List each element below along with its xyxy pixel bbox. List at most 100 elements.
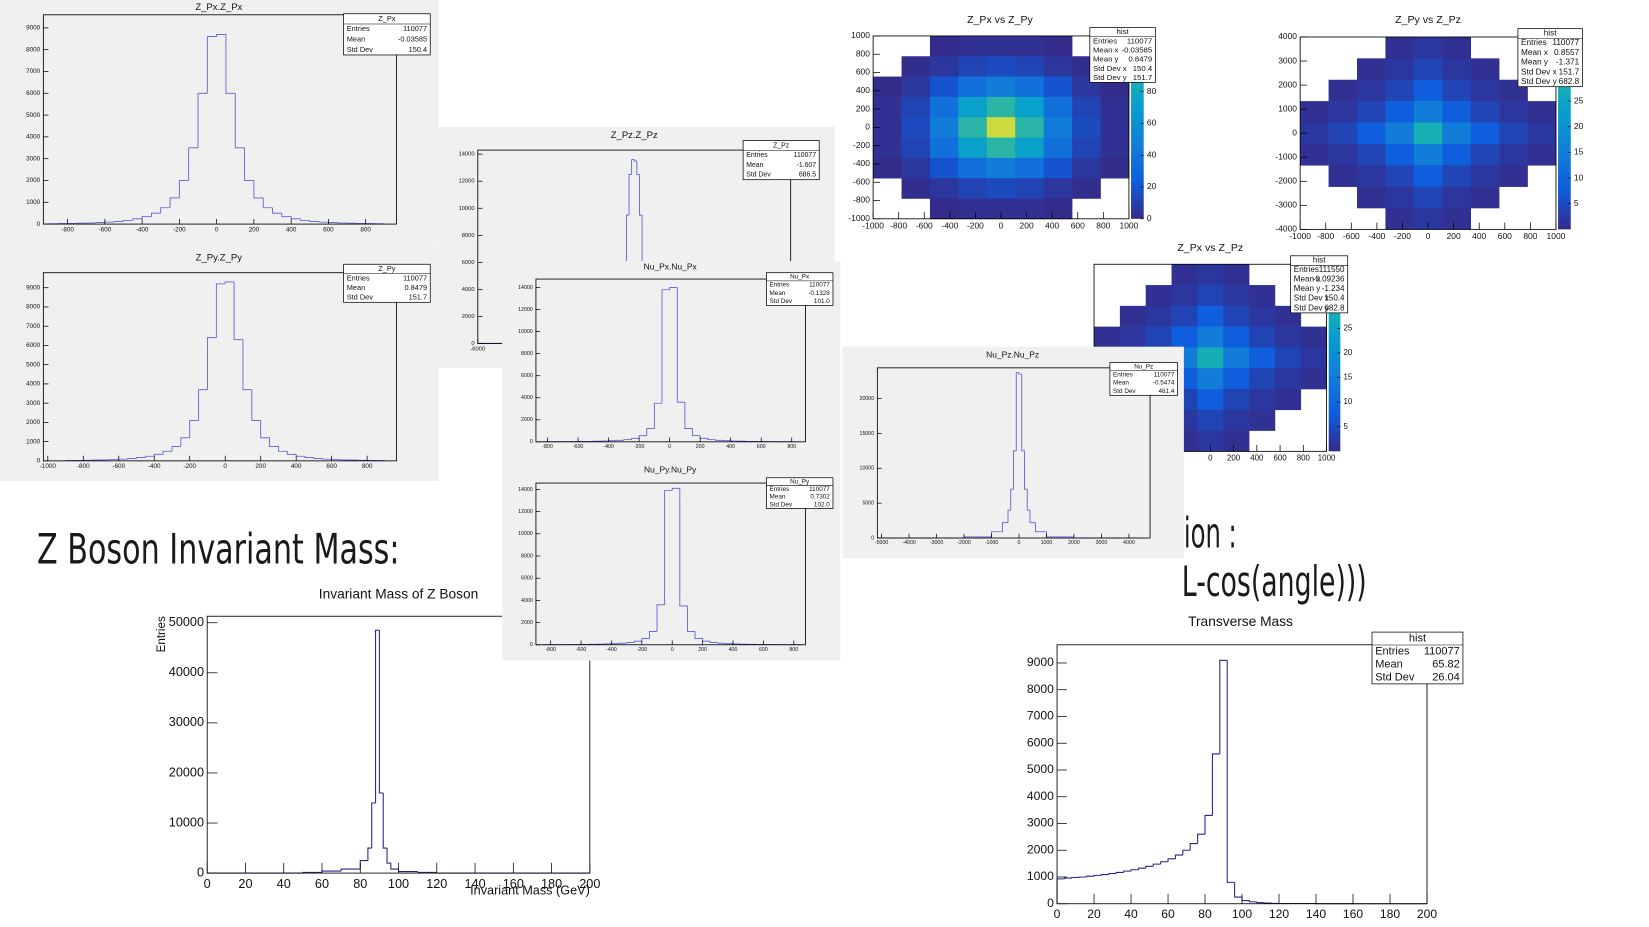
- histogram-bin: [653, 402, 663, 429]
- histogram-bin: [661, 289, 670, 404]
- stats-label: Mean y: [1093, 55, 1119, 64]
- heatmap-cell: [986, 157, 1016, 179]
- heatmap-cell: [929, 35, 959, 57]
- stats-label: Std Dev: [347, 293, 374, 302]
- stats-value: 110077: [1127, 36, 1152, 45]
- heatmap-cell: [1470, 101, 1500, 123]
- heatmap-cell: [1442, 58, 1472, 81]
- x-tick-label: 180: [1380, 907, 1401, 921]
- heatmap-cell: [901, 137, 931, 159]
- heatmap-cell: [1385, 122, 1415, 145]
- chart-title: Transverse Mass: [1188, 614, 1293, 629]
- histogram-bin: [646, 428, 655, 436]
- x-tick-label: -400: [606, 647, 617, 653]
- y-tick-label: 2000: [26, 419, 41, 426]
- stats-value: 151.7: [1559, 67, 1580, 76]
- x-tick-label: 400: [1472, 231, 1486, 241]
- histogram-bin: [123, 219, 133, 222]
- stats-value: 111550: [1319, 265, 1345, 274]
- heatmap-cell: [1499, 143, 1528, 166]
- x-tick-label: 0: [671, 647, 674, 653]
- x-tick-label: 0: [1054, 907, 1061, 921]
- y-tick-label: 12000: [518, 307, 533, 313]
- x-tick-label: 200: [255, 463, 266, 470]
- x-tick-label: 200: [579, 877, 600, 891]
- heatmap-cell: [1223, 430, 1250, 452]
- histogram-bin: [664, 490, 673, 605]
- heatmap-cell: [1171, 285, 1198, 307]
- stats-label: Entries: [1521, 38, 1547, 47]
- heatmap-cell: [1043, 56, 1073, 77]
- heatmap-cell: [1119, 326, 1147, 348]
- heatmap-cell: [929, 157, 959, 179]
- heatmap-cell: [1043, 35, 1073, 57]
- x-tick-label: 800: [360, 226, 371, 233]
- stats-title: hist: [1544, 29, 1558, 38]
- x-tick-label: 200: [1227, 454, 1241, 463]
- y-tick-label: 7000: [1027, 709, 1054, 723]
- x-tick-label: 160: [1343, 907, 1364, 921]
- y-tick-label: 0: [530, 642, 533, 648]
- heatmap-cell: [986, 35, 1016, 57]
- x-tick-label: 40: [277, 877, 291, 891]
- chart-histogram: Nu_Pz.Nu_Pz -5000 -4000 -3000 -2000 -1000 0 100…: [842, 346, 1184, 559]
- heatmap-cell: [1249, 305, 1276, 327]
- chart-heatmap: 0 20 40 60 80 Z_Px vs Z_Py -1000 -800 -600 -400 -2…: [845, 8, 1169, 233]
- heatmap-cell: [1385, 101, 1415, 123]
- histogram-bin: [371, 802, 376, 849]
- heatmap-cell: [1385, 143, 1415, 166]
- stats-value: 101.0: [814, 298, 830, 305]
- chart-title: Nu_Px.Nu_Px: [644, 262, 698, 272]
- stats-value: 110077: [403, 273, 427, 282]
- y-tick-label: 9000: [26, 284, 41, 291]
- heatmap-cell: [1356, 79, 1386, 102]
- histogram-bin: [1174, 854, 1183, 859]
- stats-title: Z_Px: [378, 14, 396, 23]
- y-tick-label: 20000: [169, 765, 204, 779]
- y-tick-label: 8000: [26, 46, 41, 53]
- heatmap-cell: [1171, 326, 1198, 348]
- x-tick-label: 400: [1250, 454, 1264, 463]
- x-tick-label: 120: [1269, 907, 1290, 921]
- heatmap-cell: [986, 137, 1016, 159]
- stats-label: Mean: [746, 162, 763, 169]
- x-tick-label: 0: [204, 877, 211, 891]
- heatmap-cell: [1300, 347, 1327, 369]
- stats-label: Mean x: [1294, 275, 1321, 284]
- stats-label: Entries: [770, 486, 790, 493]
- x-tick-label: 200: [249, 226, 260, 233]
- stats-label: Mean: [770, 290, 786, 297]
- histogram-bin: [269, 437, 279, 447]
- histogram-bin: [679, 488, 688, 607]
- y-tick-label: 0: [871, 535, 874, 541]
- heatmap-cell: [1223, 285, 1250, 307]
- histogram-bin: [1204, 814, 1213, 835]
- heatmap-cell: [1470, 79, 1500, 102]
- histogram-bin: [625, 214, 630, 263]
- histogram-bin: [1078, 876, 1087, 878]
- histogram-bin: [1130, 869, 1139, 872]
- histogram-bin: [623, 439, 632, 441]
- x-tick-label: -600: [916, 221, 933, 231]
- histogram-bin: [1234, 882, 1243, 898]
- heatmap-cell: [1145, 285, 1172, 307]
- stats-box: [765, 272, 834, 306]
- histogram-bin: [1100, 874, 1109, 876]
- heatmap-cell: [1274, 368, 1302, 390]
- stats-label: Std Dev y: [1093, 73, 1127, 82]
- histogram-bin: [375, 629, 380, 803]
- heatmap-cell: [1015, 178, 1044, 199]
- x-tick-label: -800: [61, 226, 74, 233]
- y-tick-label: 2000: [1027, 842, 1054, 856]
- heatmap-cell: [1274, 347, 1302, 369]
- heatmap-cell: [873, 137, 902, 159]
- histogram-bin: [1007, 509, 1011, 523]
- x-tick-label: 0: [999, 221, 1004, 231]
- y-tick-label: 0: [865, 122, 870, 132]
- slide-text-fragment: L-cos(angle))): [1182, 557, 1367, 606]
- histogram-bin: [707, 438, 716, 441]
- histogram-bin: [633, 640, 642, 643]
- y-tick-label: -4000: [1275, 224, 1297, 234]
- x-tick-label: -1000: [1289, 231, 1311, 241]
- histogram-bin: [198, 389, 208, 421]
